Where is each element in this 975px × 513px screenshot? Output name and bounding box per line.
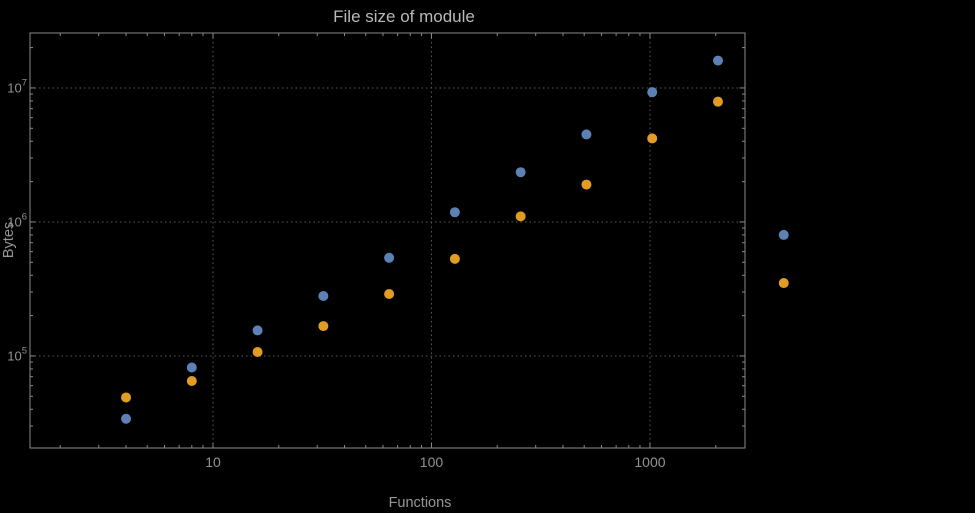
plot-frame — [29, 32, 746, 449]
tick-layer — [30, 33, 745, 448]
data-point-orange — [121, 392, 132, 403]
x-tick-label: 10 — [205, 454, 221, 470]
data-point-blue — [318, 291, 329, 302]
data-point-blue — [712, 55, 723, 66]
data-point-blue — [778, 229, 789, 240]
x-tick-label: 1000 — [634, 454, 665, 470]
y-tick-label: 107 — [7, 77, 27, 95]
data-point-orange — [252, 347, 263, 358]
y-tick-label: 106 — [7, 211, 27, 229]
grid-layer — [30, 33, 745, 448]
chart-title: File size of module — [333, 7, 475, 26]
x-tick-label: 100 — [420, 454, 444, 470]
data-point-blue — [384, 252, 395, 263]
data-point-orange — [778, 278, 789, 289]
data-point-orange — [647, 133, 658, 144]
data-point-blue — [449, 207, 460, 218]
data-point-blue — [581, 129, 592, 140]
data-point-orange — [712, 96, 723, 107]
data-point-blue — [186, 362, 197, 373]
data-point-orange — [449, 253, 460, 264]
data-point-orange — [581, 179, 592, 190]
y-tick-label: 105 — [7, 345, 27, 363]
y-axis-label: Bytes — [1, 222, 17, 258]
data-point-orange — [515, 211, 526, 222]
data-point-orange — [186, 376, 197, 387]
point-layer — [121, 55, 789, 424]
data-point-blue — [515, 167, 526, 178]
data-point-blue — [252, 325, 263, 336]
data-point-orange — [318, 321, 329, 332]
data-point-orange — [384, 288, 395, 299]
data-point-blue — [121, 413, 132, 424]
data-point-blue — [647, 87, 658, 98]
tick-label-layer: 10 100 1000 105 106 107 — [7, 77, 666, 470]
x-axis-label: Functions — [389, 495, 452, 511]
